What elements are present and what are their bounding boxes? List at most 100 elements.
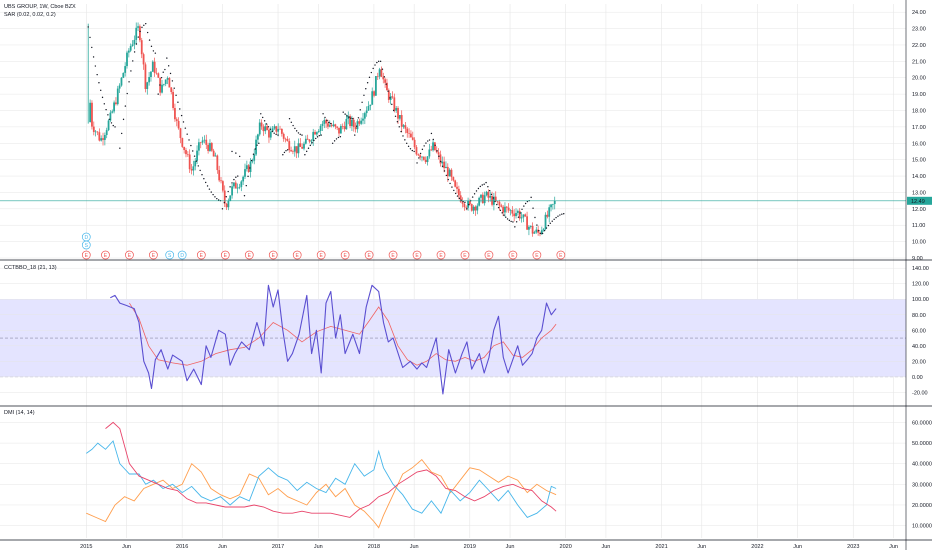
time-label-3: Jun bbox=[218, 544, 227, 550]
event-marks[interactable]: E E E E S D E E E E E E E E E E E E E E E EDS bbox=[81, 232, 566, 260]
sar-dot-130 bbox=[333, 140, 336, 142]
sar-dot-133 bbox=[339, 136, 342, 138]
candle-body-28 bbox=[140, 40, 143, 55]
sar-dot-172 bbox=[413, 150, 415, 153]
sar-dot-113 bbox=[301, 134, 303, 136]
sar-dot-118 bbox=[311, 142, 313, 144]
candle-body-247 bbox=[544, 214, 547, 230]
sar-dot-170 bbox=[409, 148, 412, 150]
candle-body-93 bbox=[260, 122, 263, 127]
earnings-mark-14 bbox=[388, 250, 398, 260]
sar-dot-62 bbox=[204, 181, 207, 184]
cci-tick-4: 60.00 bbox=[912, 328, 926, 334]
cci-tick-6: 20.00 bbox=[912, 359, 926, 365]
sar-dot-127 bbox=[328, 121, 330, 124]
sar-dot-74 bbox=[227, 190, 229, 193]
candle-body-16 bbox=[118, 85, 121, 89]
sar-dot-156 bbox=[383, 76, 386, 78]
candle-body-92 bbox=[258, 122, 261, 135]
candle-body-71 bbox=[220, 180, 222, 182]
candle-body-236 bbox=[524, 214, 527, 217]
candle-body-246 bbox=[542, 229, 545, 231]
sar-dot-14 bbox=[112, 124, 114, 127]
candle-body-125 bbox=[319, 125, 322, 131]
sar-dot-242 bbox=[543, 229, 546, 232]
time-label-10: 2020 bbox=[560, 544, 572, 550]
candle-body-6 bbox=[100, 138, 103, 141]
sar-dot-92 bbox=[260, 113, 262, 115]
sar-dot-233 bbox=[526, 200, 529, 203]
time-axis[interactable]: 2015 Jun 2016 Jun 2017 Jun 2018 Jun 2019 Jun 2020 J… bbox=[80, 544, 898, 550]
sar-dot-143 bbox=[359, 109, 361, 111]
candle-body-243 bbox=[537, 229, 540, 233]
sar-dot-9 bbox=[103, 103, 106, 105]
earnings-label-13: E bbox=[367, 253, 371, 259]
sar-dot-175 bbox=[419, 152, 422, 155]
time-label-5: Jun bbox=[314, 544, 323, 550]
candle-body-182 bbox=[424, 159, 427, 163]
candle-body-201 bbox=[459, 195, 462, 202]
sar-dot-4 bbox=[94, 65, 97, 67]
candle-body-95 bbox=[264, 126, 267, 132]
sar-dot-208 bbox=[481, 184, 483, 186]
candle-body-94 bbox=[262, 126, 265, 132]
last-price-label: 12.49 bbox=[911, 199, 925, 205]
price-tick-2: 22.00 bbox=[912, 43, 926, 49]
candle-body-40 bbox=[162, 84, 165, 85]
candle-body-171 bbox=[404, 125, 407, 129]
candle-body-13 bbox=[113, 102, 115, 112]
sar-dot-236 bbox=[532, 207, 534, 209]
sar-dot-213 bbox=[490, 193, 493, 196]
candle-body-100 bbox=[273, 126, 276, 129]
candle-body-143 bbox=[352, 119, 355, 128]
sar-dot-169 bbox=[407, 145, 410, 148]
sar-dot-240 bbox=[540, 232, 542, 235]
time-label-16: 2023 bbox=[847, 544, 859, 550]
sar-dot-219 bbox=[501, 212, 503, 214]
earnings-mark-4 bbox=[165, 250, 175, 260]
candle-body-250 bbox=[550, 204, 552, 208]
candle-body-202 bbox=[461, 201, 464, 204]
candle-body-75 bbox=[227, 200, 230, 208]
candle-body-238 bbox=[528, 226, 530, 230]
candle-body-134 bbox=[336, 126, 339, 128]
sar-dot-200 bbox=[466, 208, 468, 210]
candle-body-43 bbox=[168, 78, 171, 88]
sar-dot-180 bbox=[428, 139, 431, 141]
sar-dot-139 bbox=[352, 118, 354, 120]
sar-dot-168 bbox=[406, 142, 408, 145]
dmi-pane[interactable]: 60.0000 50.0000 40.0000 30.0000 20.0000 10.00… bbox=[0, 420, 932, 530]
cci-pane[interactable]: 140.00 120.00 100.00 80.00 60.00 40.00 20.00 0.… bbox=[0, 266, 929, 396]
candle-body-167 bbox=[397, 107, 399, 119]
candle-body-217 bbox=[489, 195, 492, 198]
sar-legend: SAR (0.02, 0.02, 0.2) bbox=[4, 12, 56, 18]
sar-dot-67 bbox=[214, 196, 216, 198]
sar-dot-137 bbox=[348, 116, 350, 118]
candle-body-49 bbox=[179, 128, 182, 139]
earnings-mark-16 bbox=[436, 250, 446, 260]
sar-dot-90 bbox=[256, 144, 258, 146]
candle-body-174 bbox=[410, 133, 412, 138]
candle-body-146 bbox=[358, 121, 361, 124]
candle-body-89 bbox=[253, 154, 256, 161]
sar-dot-35 bbox=[154, 52, 157, 54]
sar-dot-186 bbox=[440, 160, 442, 163]
candle-body-123 bbox=[315, 132, 318, 135]
price-tick-7: 17.00 bbox=[912, 125, 926, 131]
candle-body-56 bbox=[192, 166, 195, 171]
candle-body-194 bbox=[446, 166, 449, 177]
candle-body-185 bbox=[430, 149, 433, 151]
sar-dot-189 bbox=[445, 174, 448, 177]
candle-body-109 bbox=[290, 150, 292, 152]
sar-dot-83 bbox=[243, 195, 246, 197]
price-pane[interactable]: 24.00 23.00 22.00 21.00 20.00 19.00 18.00 17.00… bbox=[0, 10, 932, 262]
sar-dot-244 bbox=[547, 224, 550, 227]
candle-body-184 bbox=[428, 149, 431, 157]
sar-dot-166 bbox=[402, 135, 404, 137]
candle-body-165 bbox=[393, 97, 396, 111]
candle-body-2 bbox=[92, 126, 95, 132]
candle-body-158 bbox=[380, 69, 383, 77]
sar-dot-190 bbox=[447, 178, 449, 181]
